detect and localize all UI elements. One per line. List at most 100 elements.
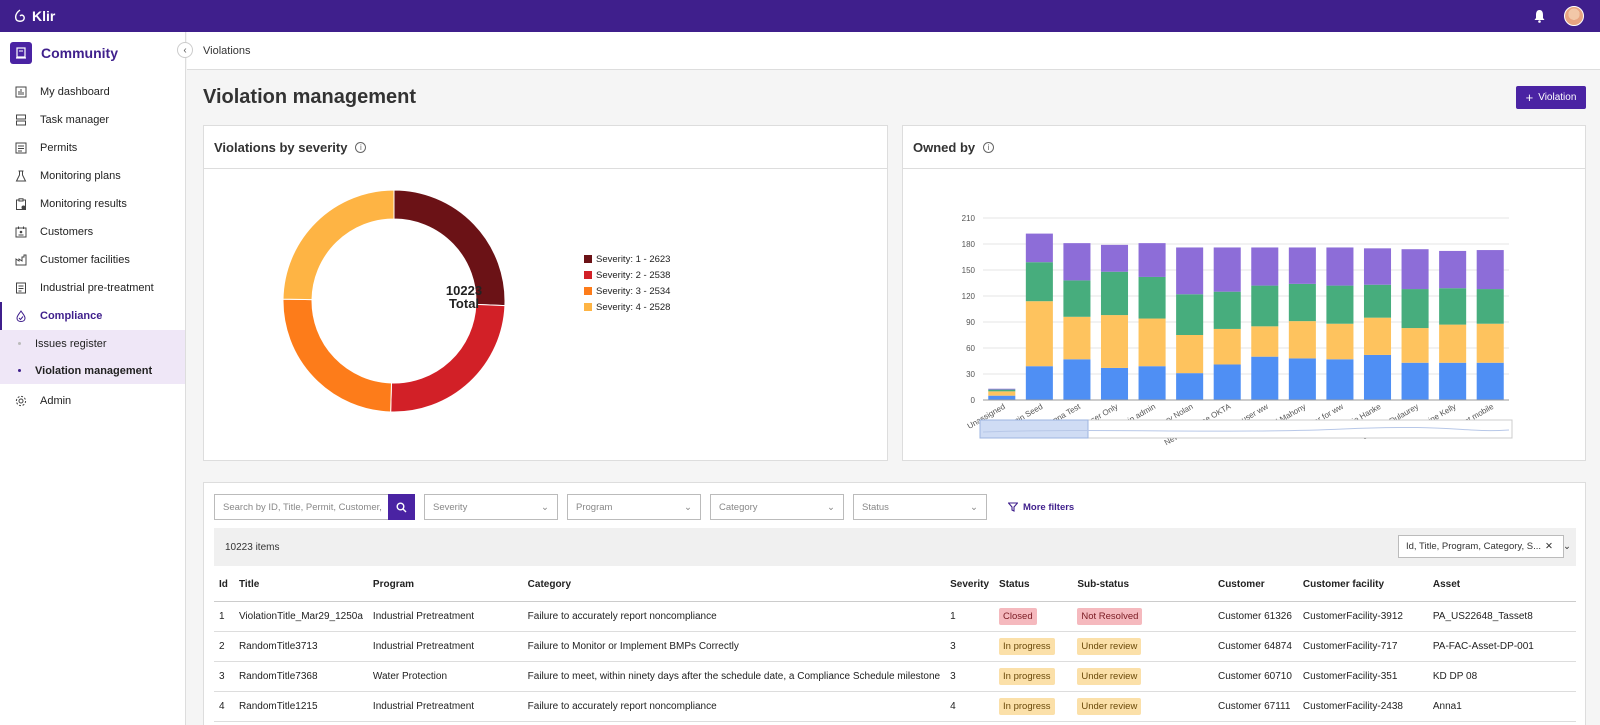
bar-segment[interactable] — [1100, 367, 1129, 400]
bar-segment[interactable] — [988, 391, 1016, 396]
bar-segment[interactable] — [1401, 362, 1429, 400]
bar-segment[interactable] — [1251, 285, 1279, 327]
donut-slice[interactable] — [282, 189, 395, 301]
bar-segment[interactable] — [1176, 335, 1204, 374]
sidebar-item-my-dashboard[interactable]: My dashboard — [0, 78, 185, 106]
column-header[interactable]: Asset — [1427, 568, 1576, 602]
bar-segment[interactable] — [1363, 248, 1392, 285]
bar-segment[interactable] — [1439, 250, 1467, 289]
bar-segment[interactable] — [1251, 326, 1279, 357]
sidebar-item-task-manager[interactable]: Task manager — [0, 106, 185, 134]
bar-segment[interactable] — [1063, 243, 1091, 281]
bar-segment[interactable] — [1138, 276, 1166, 319]
breadcrumb-item[interactable]: Violations — [203, 44, 251, 57]
legend-item[interactable]: Severity: 2 - 2538 — [584, 267, 670, 283]
category-select[interactable]: Category ⌄ — [710, 494, 844, 520]
bar-segment[interactable] — [1288, 283, 1316, 322]
bar-segment[interactable] — [1476, 250, 1504, 290]
sidebar-subitem-violation-management[interactable]: Violation management — [0, 357, 185, 384]
bar-segment[interactable] — [1176, 247, 1204, 295]
bar-segment[interactable] — [1251, 247, 1279, 286]
more-filters-button[interactable]: More filters — [1008, 502, 1074, 513]
bar-segment[interactable] — [1100, 315, 1129, 368]
bar-segment[interactable] — [988, 389, 1016, 392]
bar-segment[interactable] — [988, 388, 1016, 390]
sidebar-item-monitoring-plans[interactable]: Monitoring plans — [0, 162, 185, 190]
bar-segment[interactable] — [1476, 362, 1504, 400]
bar-segment[interactable] — [1025, 262, 1053, 302]
bar-segment[interactable] — [1439, 362, 1467, 400]
program-select[interactable]: Program ⌄ — [567, 494, 701, 520]
user-avatar[interactable] — [1564, 6, 1584, 26]
bar-segment[interactable] — [1326, 247, 1354, 286]
columns-select[interactable]: Id, Title, Program, Category, S... ✕ ⌄ — [1398, 535, 1571, 558]
sidebar-item-compliance[interactable]: Compliance — [0, 302, 185, 330]
search-input[interactable]: Search by ID, Title, Permit, Customer, — [214, 494, 388, 520]
bar-segment[interactable] — [1213, 247, 1241, 292]
bar-segment[interactable] — [1326, 323, 1354, 360]
add-violation-button[interactable]: + Violation — [1516, 86, 1586, 109]
bar-segment[interactable] — [1401, 249, 1429, 290]
bar-segment[interactable] — [1401, 289, 1429, 329]
bar-segment[interactable] — [1213, 291, 1241, 329]
sidebar-item-admin[interactable]: Admin — [0, 387, 185, 415]
bar-segment[interactable] — [1363, 317, 1392, 355]
bar-segment[interactable] — [1363, 284, 1392, 318]
bar-segment[interactable] — [1100, 244, 1129, 272]
sidebar-item-industrial-pre-treatment[interactable]: Industrial pre-treatment — [0, 274, 185, 302]
bar-segment[interactable] — [1439, 324, 1467, 363]
bar-segment[interactable] — [1025, 301, 1053, 367]
bell-icon[interactable] — [1533, 9, 1546, 23]
column-header[interactable]: Id — [214, 568, 234, 602]
brand[interactable]: Klir — [14, 8, 55, 24]
legend-item[interactable]: Severity: 3 - 2534 — [584, 283, 670, 299]
bar-segment[interactable] — [1288, 247, 1316, 284]
sidebar-item-customers[interactable]: Customers — [0, 218, 185, 246]
bar-segment[interactable] — [1025, 233, 1053, 263]
sidebar-item-customer-facilities[interactable]: Customer facilities — [0, 246, 185, 274]
severity-select[interactable]: Severity ⌄ — [424, 494, 558, 520]
bar-segment[interactable] — [1251, 356, 1279, 400]
community-header[interactable]: Community — [0, 32, 185, 74]
bar-segment[interactable] — [1213, 328, 1241, 365]
column-header[interactable]: Category — [522, 568, 946, 602]
close-icon[interactable]: ✕ — [1545, 541, 1553, 552]
bar-segment[interactable] — [1476, 289, 1504, 324]
bar-segment[interactable] — [1439, 288, 1467, 325]
bar-segment[interactable] — [1063, 280, 1091, 317]
column-header[interactable]: Title — [233, 568, 368, 602]
table-row[interactable]: 3 RandomTitle7368 Water Protection Failure … — [214, 661, 1576, 692]
table-row[interactable]: 1 ViolationTitle_Mar29_1250a Industrial Pr… — [214, 601, 1576, 632]
bar-segment[interactable] — [1326, 285, 1354, 324]
column-header[interactable]: Sub-status — [1072, 568, 1213, 602]
bar-segment[interactable] — [1288, 358, 1316, 400]
info-icon[interactable]: i — [355, 141, 367, 153]
column-header[interactable]: Customer — [1212, 568, 1298, 602]
chart-range-selection[interactable] — [979, 419, 1089, 439]
bar-segment[interactable] — [1476, 323, 1504, 363]
info-icon[interactable]: i — [983, 141, 995, 153]
donut-slice[interactable] — [282, 298, 393, 413]
column-header[interactable]: Customer facility — [1297, 568, 1428, 602]
bar-segment[interactable] — [988, 395, 1016, 400]
sidebar-item-monitoring-results[interactable]: Monitoring results — [0, 190, 185, 218]
bar-segment[interactable] — [1138, 366, 1166, 400]
search-button[interactable] — [388, 494, 415, 520]
bar-segment[interactable] — [1401, 328, 1429, 363]
bar-segment[interactable] — [1213, 364, 1241, 400]
bar-segment[interactable] — [1288, 321, 1316, 359]
legend-item[interactable]: Severity: 1 - 2623 — [584, 251, 670, 267]
bar-segment[interactable] — [1176, 373, 1204, 400]
table-row[interactable]: 2 RandomTitle3713 Industrial Pretreatment F… — [214, 631, 1576, 662]
legend-item[interactable]: Severity: 4 - 2528 — [584, 299, 670, 315]
bar-segment[interactable] — [1063, 316, 1091, 360]
bar-segment[interactable] — [1176, 294, 1204, 335]
bar-segment[interactable] — [1138, 318, 1166, 367]
column-header[interactable]: Status — [994, 568, 1073, 602]
bar-segment[interactable] — [1100, 271, 1129, 316]
column-header[interactable]: Program — [367, 568, 523, 602]
bar-segment[interactable] — [1138, 243, 1166, 277]
donut-slice[interactable] — [390, 303, 506, 413]
collapse-sidebar-button[interactable]: ‹ — [177, 42, 193, 58]
bar-segment[interactable] — [1063, 359, 1091, 400]
